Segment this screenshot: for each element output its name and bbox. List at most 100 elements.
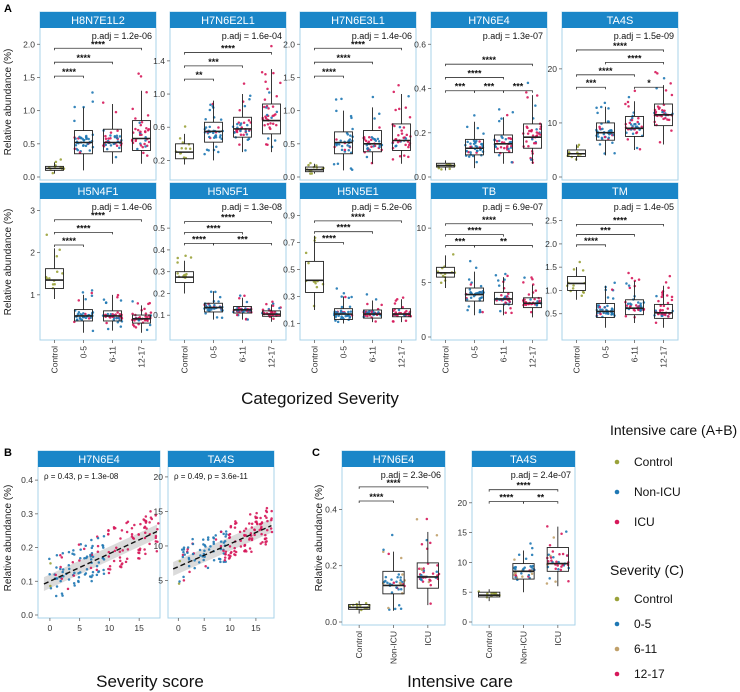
- a-facet-h5n5e1-7-xtick-label: Control: [310, 346, 320, 374]
- a-facet-h7n6e3l1-2-frame: [299, 11, 417, 181]
- a-facet-h5n4f1-5-frame: [39, 182, 157, 341]
- a-facet-h7n6e3l1-2-point: [400, 132, 404, 135]
- c-facet-h7n6e4-point: [429, 602, 432, 605]
- a-facet-h7n6e3l1-2-strip: [300, 12, 416, 28]
- a-facet-h7n6e2l1-1-bracket-label: ***: [208, 57, 219, 67]
- a-facet-h5n4f1-5-point: [136, 302, 140, 305]
- a-facet-tm-9-point: [667, 315, 670, 318]
- legend-ab-icu-key: [614, 519, 620, 525]
- a-facet-h5n5f1-6-point: [176, 272, 179, 275]
- c-facet-ta4s-point: [561, 552, 565, 556]
- a-ylabel-top: Relative abundance (%): [3, 49, 14, 156]
- a-facet-h7n6e2l1-1-point: [242, 121, 246, 125]
- a-facet-h7n6e4-3-point: [535, 128, 538, 131]
- a-facet-ta4s-4-point: [664, 116, 667, 120]
- a-facet-tb-8-point: [467, 305, 471, 308]
- b-facet-h7n6e4-point: [130, 526, 134, 530]
- c-facet-h7n6e4-point: [420, 542, 424, 546]
- a-facet-h7n6e2l1-1-point: [269, 122, 272, 125]
- a-facet-h8n7e1l2-0-point: [136, 128, 140, 132]
- a-facet-h7n6e4-3-point: [504, 138, 508, 141]
- b-facet-h7n6e4-point: [79, 548, 82, 551]
- a-facet-h7n6e4-3-point: [539, 127, 542, 131]
- a-facet-tm-9-point: [624, 314, 628, 318]
- c-facet-ta4s-bracket-label: ****: [516, 481, 531, 491]
- c-facet-ta4s-point: [550, 559, 553, 562]
- a-facet-ta4s-4-point: [634, 125, 638, 128]
- a-facet-h7n6e4-3-point: [476, 126, 480, 130]
- a-facet-h5n5f1-6-title: H5N5F1: [208, 186, 249, 198]
- b-facet-h7n6e4-point: [120, 529, 124, 532]
- a-facet-h5n4f1-5-point: [119, 299, 123, 302]
- b-facet-ta4s-point: [228, 536, 231, 540]
- b-facet-h7n6e4-point: [115, 546, 118, 549]
- a-facet-ta4s-4-bracket-label: ***: [586, 78, 597, 88]
- b-facet-h7n6e4-point: [124, 560, 128, 564]
- a-facet-tm-9-point: [611, 308, 614, 311]
- a-facet-h7n6e2l1-1-point: [238, 109, 241, 112]
- a-facet-tm-9-bracket: [576, 223, 664, 227]
- c-facet-h7n6e4-xtick-label: Non-ICU: [389, 631, 399, 664]
- b-facet-h7n6e4-point: [121, 549, 124, 552]
- a-facet-h5n4f1-5-ytick-label: 3: [30, 205, 35, 215]
- a-facet-tb-8-frame: [430, 182, 548, 341]
- a-facet-tm-9-bracket-label: ****: [613, 215, 628, 225]
- a-facet-h8n7e1l2-0-point: [85, 136, 88, 140]
- b-facet-ta4s-point: [233, 546, 236, 550]
- c-facet-ta4s-xtick-label: Non-ICU: [519, 631, 529, 664]
- a-facet-h5n5f1-6-point: [217, 300, 220, 303]
- a-xlabel: Categorized Severity: [241, 389, 399, 408]
- a-facet-h7n6e4-3-point: [471, 154, 475, 158]
- a-facet-h7n6e2l1-1-box: [204, 121, 223, 143]
- a-facet-h7n6e2l1-1-point: [273, 139, 277, 142]
- a-facet-h5n5e1-7-point: [334, 314, 338, 317]
- a-facet-h5n5e1-7-bracket-label: ****: [351, 212, 366, 222]
- a-facet-h8n7e1l2-0-point: [136, 147, 139, 151]
- b-facet-ta4s-point: [199, 554, 202, 557]
- b-facet-h7n6e4-point: [48, 557, 51, 561]
- a-facet-ta4s-4-point: [666, 118, 669, 121]
- b-facet-ta4s-point: [214, 538, 218, 541]
- a-facet-ta4s-4-point: [627, 105, 630, 108]
- a-facet-tb-8-point: [527, 293, 531, 296]
- a-facet-tb-8-point: [469, 296, 473, 299]
- a-facet-h5n5e1-7-point: [401, 305, 405, 309]
- a-facet-tb-8-point: [466, 308, 469, 312]
- a-facet-h7n6e3l1-2-point: [348, 145, 351, 148]
- b-facet-ta4s-point: [206, 536, 210, 539]
- a-facet-h5n4f1-5-point: [79, 317, 82, 321]
- b-facet-h7n6e4-point: [143, 526, 146, 529]
- a-facet-ta4s-4-point: [656, 72, 659, 75]
- a-facet-h5n5e1-7-point: [339, 311, 343, 314]
- a-facet-h7n6e3l1-2-point: [396, 140, 400, 144]
- c-facet-ta4s-point: [514, 574, 518, 577]
- a-facet-h5n5f1-6-point: [271, 300, 274, 303]
- b-facet-h7n6e4-point: [49, 584, 52, 588]
- a-facet-h7n6e2l1-1-bracket-label: **: [195, 70, 203, 80]
- a-facet-h5n5f1-6-point: [237, 306, 241, 310]
- a-facet-h5n5e1-7-bracket-label: ****: [322, 234, 337, 244]
- a-facet-h7n6e3l1-2-point: [337, 143, 341, 146]
- a-facet-tm-9-point: [611, 312, 615, 316]
- a-facet-ta4s-4-point: [633, 123, 636, 126]
- a-facet-h7n6e2l1-1-point: [244, 129, 248, 133]
- a-facet-h7n6e2l1-1-point: [204, 118, 207, 121]
- b-facet-h7n6e4-point: [66, 587, 70, 591]
- a-facet-h5n5f1-6-bracket-label: ****: [192, 234, 207, 244]
- b-facet-ta4s-point: [207, 548, 211, 551]
- c-facet-h7n6e4-point: [420, 573, 423, 577]
- b-facet-ta4s-point: [224, 530, 228, 533]
- a-facet-h7n6e2l1-1-point: [218, 135, 222, 139]
- a-facet-h7n6e3l1-2-point: [403, 154, 406, 157]
- b-facet-h7n6e4: H7N6E4 0.0 0.1 0.2 0.3 0.4 0 5 10 15 ρ = 0.43, p =…: [21, 450, 161, 633]
- b-facet-h7n6e4-point: [60, 556, 64, 559]
- b-facet-ta4s-ytick-label: 20: [154, 472, 164, 482]
- a-facet-h5n5f1-6-ytick-label: 0.3: [153, 267, 165, 277]
- a-facet-h5n5f1-6-strip: [170, 183, 286, 199]
- b-facet-ta4s-point: [263, 514, 267, 518]
- a-facet-tm-9-point: [599, 312, 602, 316]
- b-facet-h7n6e4-point: [107, 550, 111, 554]
